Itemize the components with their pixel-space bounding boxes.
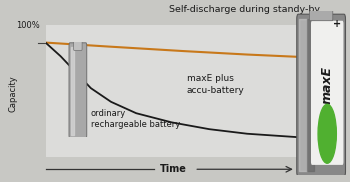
FancyBboxPatch shape [74,40,82,50]
Text: maxE: maxE [321,66,334,104]
Text: ordinary
rechargeable battery: ordinary rechargeable battery [91,109,180,129]
FancyBboxPatch shape [309,9,333,21]
Text: maxE plus
accu-battery: maxE plus accu-battery [187,74,244,95]
FancyBboxPatch shape [69,43,87,138]
FancyBboxPatch shape [297,14,345,176]
Text: 100%: 100% [16,21,40,30]
Text: Capacity: Capacity [8,76,17,112]
FancyBboxPatch shape [311,21,343,165]
Text: +: + [333,19,342,29]
Text: Self-discharge during standy-by: Self-discharge during standy-by [169,5,321,14]
Circle shape [318,104,336,163]
Text: Time: Time [160,164,187,174]
Text: 1 year: 1 year [299,165,326,174]
